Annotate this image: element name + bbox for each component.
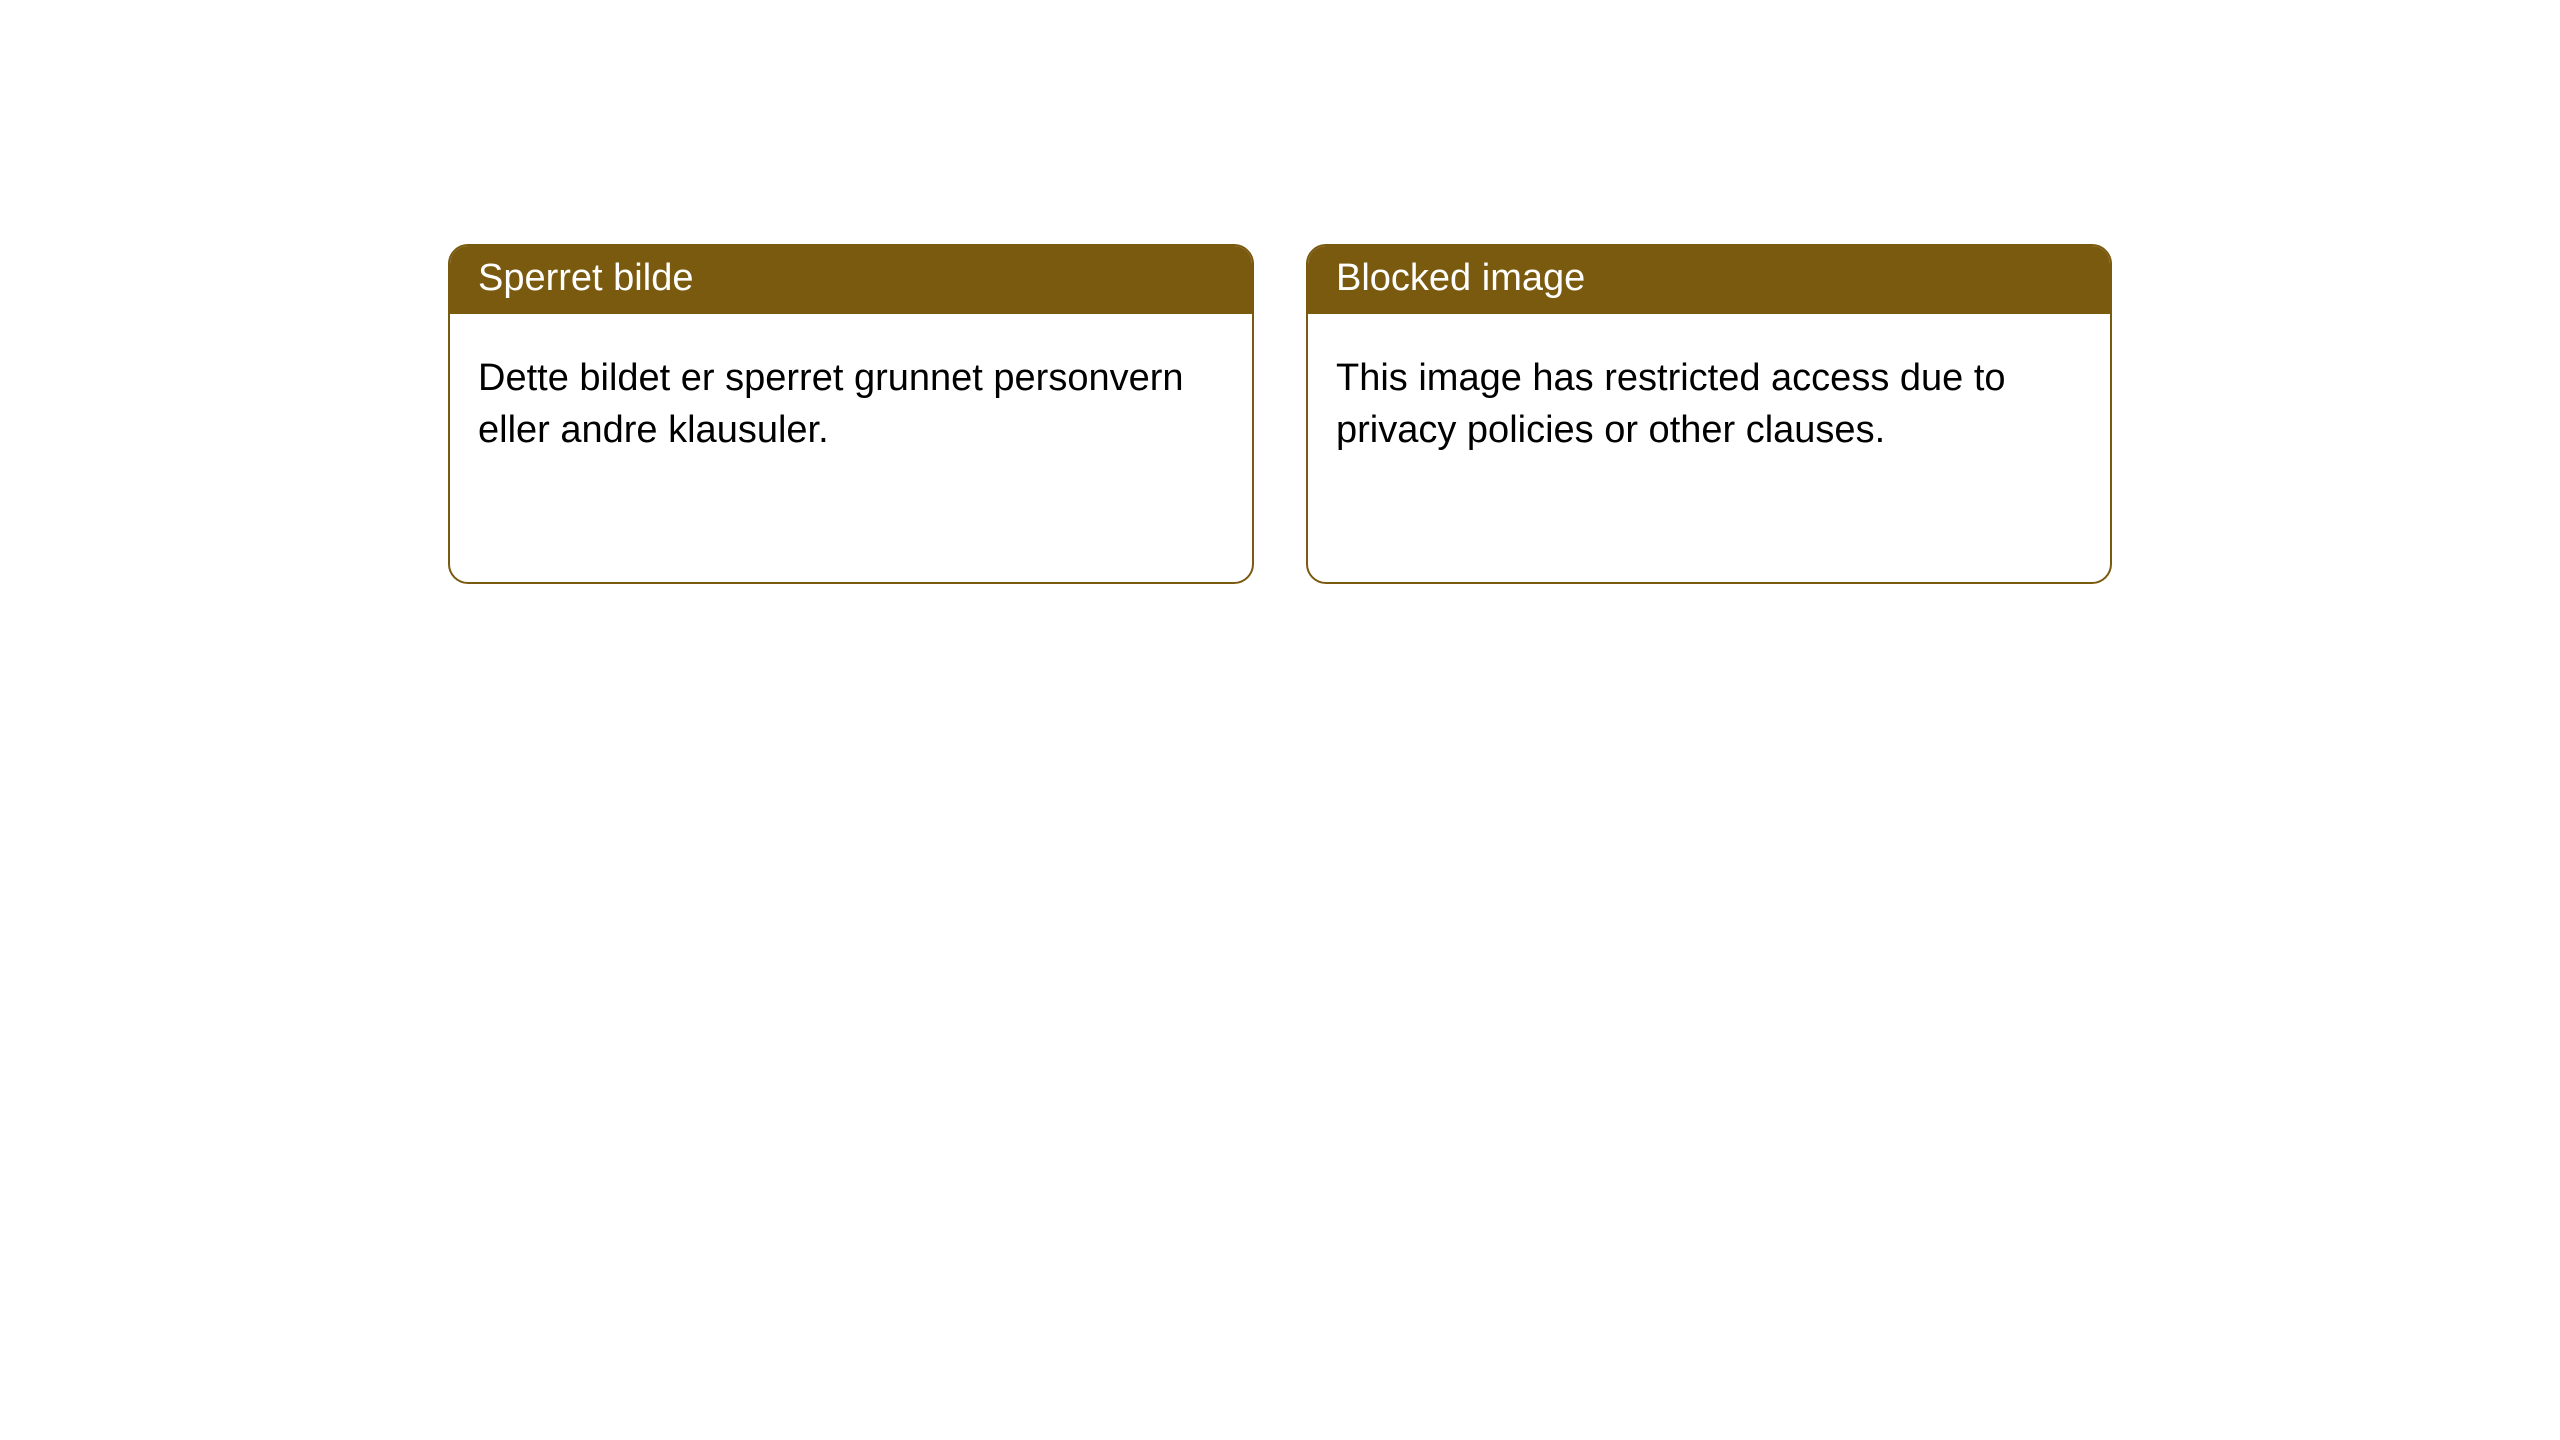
notice-card-body-en: This image has restricted access due to … [1308, 314, 2110, 485]
notice-card-title-no: Sperret bilde [450, 246, 1252, 314]
notice-card-row: Sperret bilde Dette bildet er sperret gr… [0, 0, 2560, 584]
notice-card-no: Sperret bilde Dette bildet er sperret gr… [448, 244, 1254, 584]
notice-card-title-en: Blocked image [1308, 246, 2110, 314]
notice-card-en: Blocked image This image has restricted … [1306, 244, 2112, 584]
notice-card-body-no: Dette bildet er sperret grunnet personve… [450, 314, 1252, 485]
